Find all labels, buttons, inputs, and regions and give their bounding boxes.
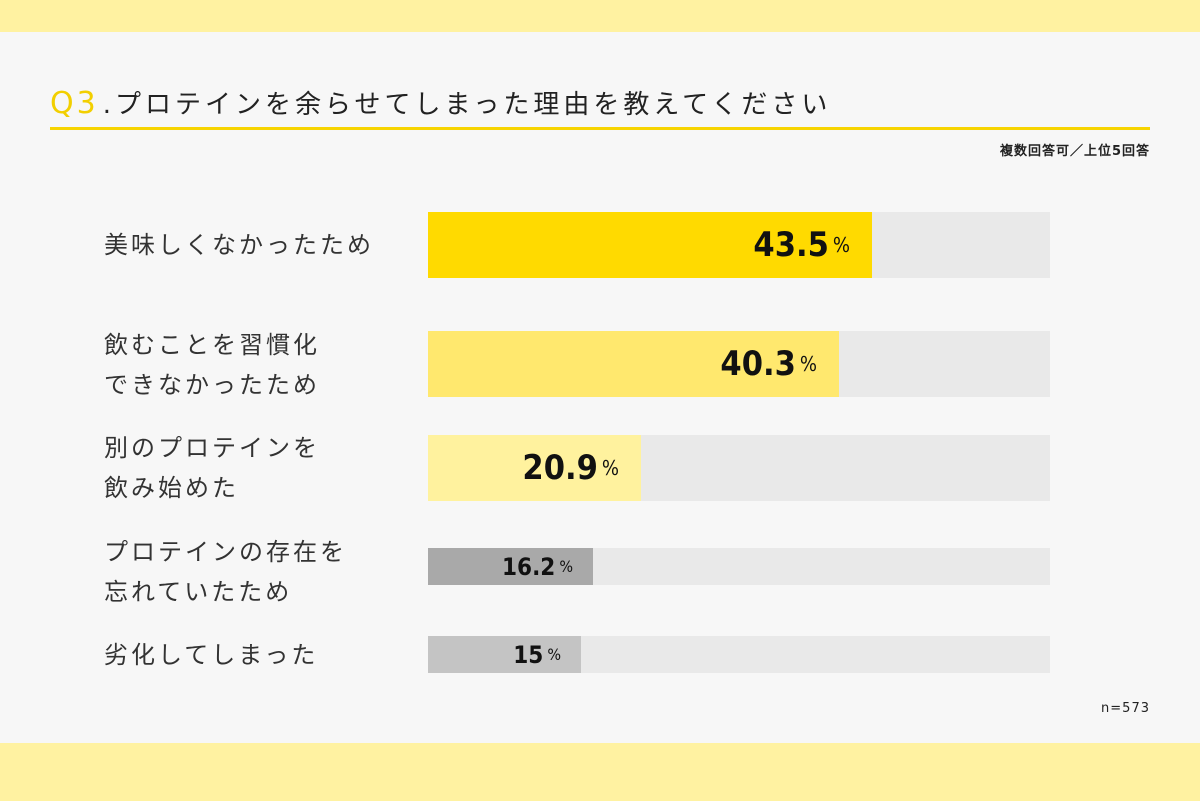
bar-label-line: 別のプロテインを [104, 434, 320, 462]
bar-value-number: 40.3 [720, 344, 796, 384]
question-title: Q3 .プロテインを余らせてしまった理由を教えてください [50, 84, 1150, 121]
bar-label: 劣化してしまった [104, 635, 404, 675]
bar-value-unit: % [559, 557, 573, 576]
bar-value-unit: % [832, 233, 850, 257]
bar-value-number: 43.5 [753, 225, 829, 265]
bar [428, 636, 581, 673]
answer-note: 複数回答可／上位5回答 [999, 144, 1150, 159]
sample-size: n=573 [1101, 701, 1150, 716]
bar-value-label: 40.3% [428, 331, 817, 397]
bar [428, 212, 872, 278]
bar-track: 20.9% [428, 435, 1050, 501]
question-number: Q3 [50, 86, 99, 121]
bar [428, 331, 839, 397]
question-text: .プロテインを余らせてしまった理由を教えてください [102, 90, 832, 120]
bar-value-label: 43.5% [428, 212, 850, 278]
bar-label-line: 美味しくなかったため [104, 231, 374, 259]
bar-value-label: 20.9% [428, 435, 619, 501]
bar-track: 16.2% [428, 548, 1050, 585]
bar-track: 43.5% [428, 212, 1050, 278]
bar-label: 飲むことを習慣化 できなかったため [104, 325, 404, 405]
bar-value-number: 15 [513, 640, 544, 669]
bar-label-line: 忘れていたため [104, 578, 293, 606]
bar-label: 別のプロテインを 飲み始めた [104, 428, 404, 508]
bar-label-line: プロテインの存在を [104, 538, 347, 566]
bar [428, 548, 593, 585]
bar-value-number: 16.2 [502, 552, 556, 581]
bar-value-number: 20.9 [522, 448, 598, 488]
top-band [0, 0, 1200, 32]
bar-label-line: 飲み始めた [104, 474, 239, 502]
bar-value-unit: % [547, 645, 561, 664]
bar-value-unit: % [799, 352, 817, 376]
bar-value-label: 16.2% [428, 548, 573, 585]
bar-label-line: できなかったため [104, 371, 320, 399]
bar-label: 美味しくなかったため [104, 225, 404, 265]
bottom-band [0, 743, 1200, 801]
bar-value-label: 15% [428, 636, 561, 673]
title-underline [50, 127, 1150, 130]
bar [428, 435, 641, 501]
bar-value-unit: % [601, 456, 619, 480]
bar-label-line: 飲むことを習慣化 [104, 331, 320, 359]
bar-label: プロテインの存在を 忘れていたため [104, 532, 404, 612]
bar-track: 40.3% [428, 331, 1050, 397]
bar-track: 15% [428, 636, 1050, 673]
bar-label-line: 劣化してしまった [104, 641, 319, 669]
